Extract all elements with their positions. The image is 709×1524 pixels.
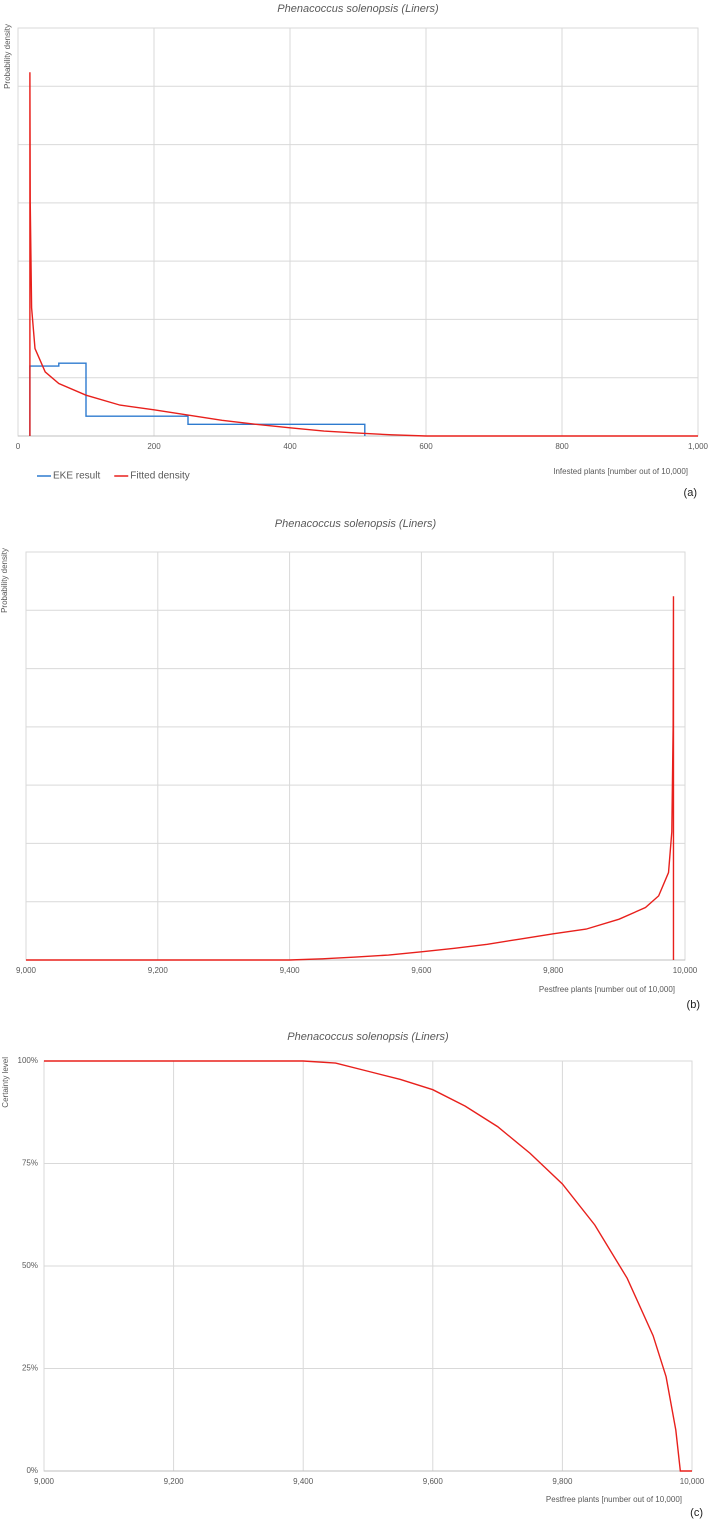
legend-label: EKE result: [53, 471, 100, 482]
x-tick-label: 9,600: [411, 966, 432, 975]
x-tick-label: 600: [419, 442, 433, 451]
legend-label: Fitted density: [130, 471, 189, 482]
x-tick-label: 10,000: [680, 1477, 705, 1486]
panel-label: (b): [687, 999, 700, 1011]
y-axis-label: Certainty level: [1, 1057, 10, 1108]
x-tick-label: 9,200: [164, 1477, 185, 1486]
panel-label: (a): [684, 487, 697, 499]
x-tick-label: 0: [16, 442, 21, 451]
x-tick-label: 400: [283, 442, 297, 451]
x-tick-label: 9,600: [423, 1477, 444, 1486]
data-line: [44, 1060, 692, 1472]
x-tick-label: 9,800: [543, 966, 564, 975]
data-line: [29, 362, 366, 436]
y-tick-label: 50%: [22, 1261, 38, 1270]
x-tick-label: 9,400: [293, 1477, 314, 1486]
plot-area: [25, 551, 686, 961]
y-tick-label: 75%: [22, 1159, 38, 1168]
x-tick-label: 9,400: [280, 966, 301, 975]
data-line: [29, 72, 698, 437]
x-axis-label: Infested plants [number out of 10,000]: [553, 467, 688, 476]
x-axis-label: Pestfree plants [number out of 10,000]: [539, 985, 675, 994]
data-line: [26, 596, 675, 961]
y-axis-label: Probability density: [0, 548, 9, 613]
chart-title: Phenacoccus solenopsis (Liners): [287, 1031, 449, 1043]
plot-area: [17, 27, 699, 437]
y-axis-label: Probability density: [3, 24, 12, 89]
x-axis-label: Pestfree plants [number out of 10,000]: [546, 1495, 682, 1504]
y-tick-label: 100%: [18, 1056, 38, 1065]
x-tick-label: 10,000: [673, 966, 698, 975]
x-tick-label: 1,000: [688, 442, 709, 451]
x-tick-label: 800: [555, 442, 569, 451]
x-tick-label: 9,000: [34, 1477, 55, 1486]
x-tick-label: 200: [147, 442, 161, 451]
x-tick-label: 9,000: [16, 966, 37, 975]
x-tick-label: 9,800: [552, 1477, 573, 1486]
chart-title: Phenacoccus solenopsis (Liners): [277, 3, 439, 15]
y-tick-label: 25%: [22, 1364, 38, 1373]
y-tick-label: 0%: [26, 1466, 38, 1475]
chart-title: Phenacoccus solenopsis (Liners): [275, 518, 437, 530]
x-tick-label: 9,200: [148, 966, 169, 975]
panel-label: (c): [690, 1507, 703, 1519]
